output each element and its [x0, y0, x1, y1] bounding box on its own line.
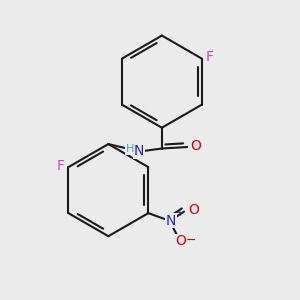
Text: F: F: [206, 50, 214, 64]
Text: −: −: [186, 233, 196, 247]
Text: O: O: [176, 234, 186, 248]
Text: O: O: [188, 203, 199, 218]
Text: N: N: [134, 145, 144, 158]
Text: N: N: [165, 214, 176, 228]
Text: +: +: [175, 208, 183, 218]
Text: O: O: [190, 139, 202, 153]
Text: H: H: [126, 144, 134, 154]
Text: F: F: [56, 159, 64, 173]
